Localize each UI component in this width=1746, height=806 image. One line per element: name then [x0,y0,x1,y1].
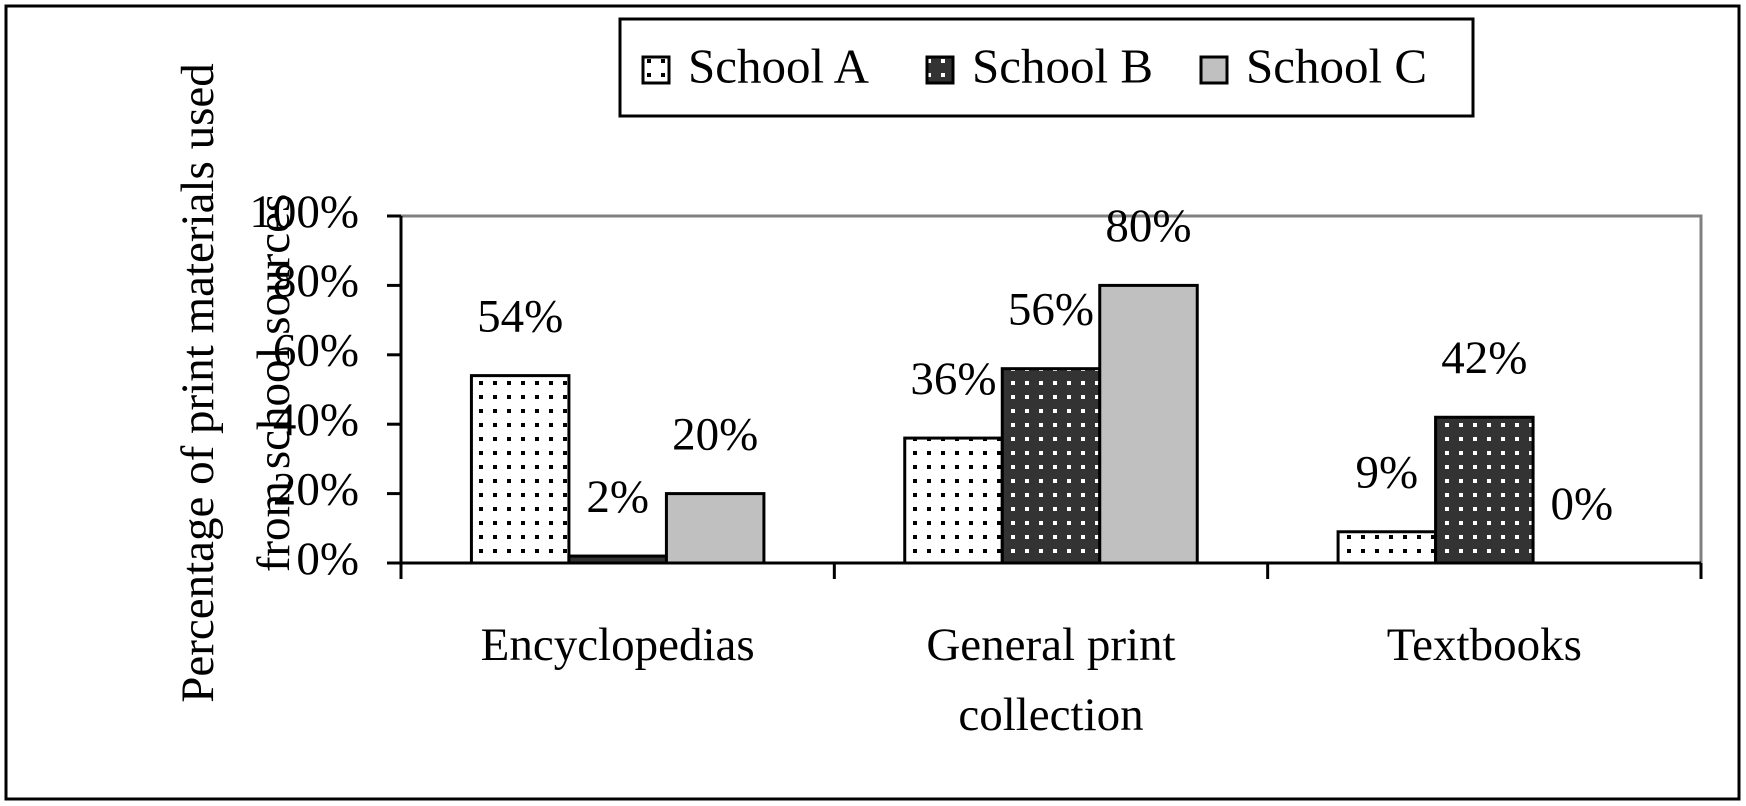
x-tick-label: Encyclopedias [480,619,755,671]
data-label: 0% [1551,478,1614,530]
legend-swatch [641,55,671,85]
bar [903,436,1004,565]
bar [469,374,571,565]
legend-label: School C [1246,38,1427,93]
bar [1000,367,1102,565]
data-label: 42% [1441,332,1527,384]
plot-frame [401,214,1703,563]
data-label: 9% [1356,447,1419,499]
y-axis-title: Percentage of print materials used from … [172,63,300,703]
legend-label: School B [972,38,1153,93]
bar [1336,530,1438,565]
data-label: 80% [1105,200,1191,252]
data-label: 36% [910,353,996,405]
bar [1434,415,1535,565]
chart-border [4,4,1741,801]
x-tick-label: General print collection [926,619,1176,741]
y-tick-label: 0% [296,533,359,585]
y-tick-label: 20% [273,463,359,515]
legend-label: School A [688,38,870,93]
data-label: 2% [586,471,649,523]
data-label: 20% [672,408,758,460]
y-tick-label: 40% [273,394,359,446]
bar [664,492,766,565]
data-label: 54% [477,290,563,342]
x-tick-label: Textbooks [1386,619,1582,671]
data-label: 56% [1008,283,1094,335]
y-tick-label: 80% [273,255,359,307]
y-tick-label: 60% [273,325,359,377]
legend-box [618,17,1475,118]
y-tick-label: 100% [249,186,359,238]
bar [1098,283,1199,565]
legend-swatch [925,55,955,85]
legend-swatch [1199,55,1229,85]
